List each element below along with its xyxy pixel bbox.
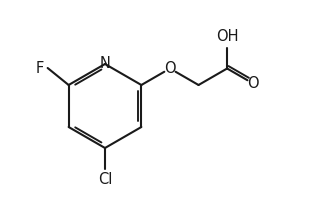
Text: OH: OH bbox=[216, 29, 238, 44]
Text: Cl: Cl bbox=[98, 172, 112, 187]
Text: O: O bbox=[164, 61, 176, 76]
Text: F: F bbox=[35, 60, 44, 75]
Text: N: N bbox=[99, 56, 110, 71]
Text: O: O bbox=[247, 76, 259, 91]
